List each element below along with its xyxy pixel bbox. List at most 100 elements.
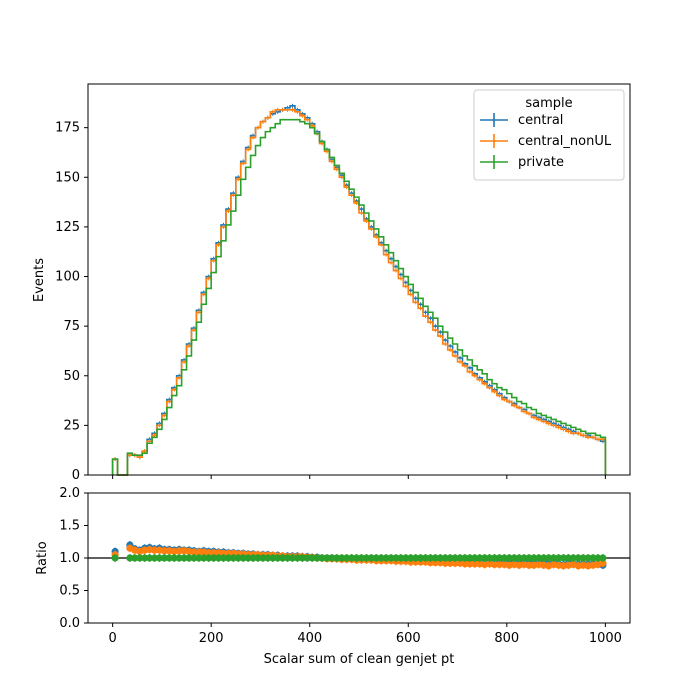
ratio-point [195, 554, 203, 562]
ratio-point [145, 554, 154, 562]
legend-label: central_nonUL [518, 134, 612, 149]
ratio-point [530, 554, 538, 562]
ratio-point [175, 547, 183, 555]
ratio-point [150, 554, 159, 562]
ratio-point [495, 560, 504, 569]
ratio-point [352, 554, 361, 562]
ratio-point [234, 554, 242, 562]
legend-entry-central_nonUL: central_nonUL [480, 134, 612, 149]
ratio-point [150, 546, 159, 554]
ratio-point [387, 554, 395, 562]
ratio-point [505, 554, 513, 562]
x-tick-label: 0 [108, 631, 116, 646]
ratio-point [254, 554, 262, 562]
ratio-point [407, 554, 415, 562]
ratio-point [338, 554, 346, 562]
ratio-point [490, 554, 499, 562]
ratio-point [520, 554, 528, 562]
ratio-point [175, 554, 183, 562]
ratio-point [461, 554, 469, 562]
ratio-point [279, 554, 287, 562]
main-y-tick-label: 50 [63, 369, 80, 384]
ratio-point [574, 554, 582, 562]
ratio-point [485, 554, 494, 562]
ratio-point [205, 549, 213, 557]
ratio-point [264, 554, 272, 562]
ratio-point [416, 554, 425, 562]
main-y-tick-label: 75 [63, 319, 80, 334]
ratio-point [229, 554, 237, 562]
x-tick-label: 200 [199, 631, 224, 646]
ratio-point [446, 554, 454, 562]
x-tick-label: 1000 [589, 631, 622, 646]
ratio-point [476, 554, 484, 562]
ratio-point [481, 554, 489, 562]
x-tick-label: 600 [396, 631, 421, 646]
ratio-point [274, 554, 282, 562]
x-tick-label: 400 [297, 631, 322, 646]
ratio-point [195, 548, 203, 556]
ratio-point [210, 554, 218, 562]
ratio-point [219, 554, 228, 562]
ratio-point [372, 554, 380, 562]
ratio-point [545, 554, 553, 562]
ratio-point [249, 554, 257, 562]
ratio-point [160, 547, 168, 555]
ratio-point [471, 554, 479, 562]
ratio-point [490, 560, 499, 569]
ratio-point [111, 554, 119, 562]
ratio-point [451, 559, 459, 567]
ratio-y-tick-label: 1.0 [59, 551, 80, 566]
ratio-point [328, 554, 336, 562]
ratio-point [584, 554, 592, 562]
ratio-point [170, 554, 178, 562]
ratio-point [283, 554, 292, 562]
ratio-point [244, 554, 252, 562]
ratio-point [357, 554, 366, 562]
ratio-point [313, 554, 321, 562]
ratio-point [431, 554, 439, 562]
ratio-point [589, 554, 597, 562]
ratio-point [559, 554, 568, 562]
legend-label: central [518, 113, 563, 128]
ratio-point [535, 554, 543, 562]
ratio-point [525, 561, 533, 569]
ratio-point [446, 559, 454, 567]
ratio-point [525, 554, 533, 562]
ratio-point [402, 554, 410, 562]
main-axes-frame [87, 83, 631, 476]
ratio-point [382, 554, 390, 562]
ratio-point [160, 554, 168, 562]
legend-entry-private: private [480, 155, 564, 170]
ratio-y-tick-label: 2.0 [59, 486, 80, 501]
x-axis-label: Scalar sum of clean genjet pt [264, 652, 455, 667]
ratio-point [426, 554, 435, 562]
ratio-y-tick-label: 0.0 [59, 616, 80, 631]
ratio-y-tick-label: 1.5 [59, 519, 80, 534]
ratio-point [421, 554, 430, 562]
ratio-point [451, 554, 459, 562]
ratio-point [190, 548, 198, 556]
ratio-point [515, 554, 523, 562]
ratio-point [185, 554, 193, 562]
ratio-point [550, 554, 558, 562]
ratio-point [131, 554, 139, 562]
ratio-point [456, 554, 464, 562]
main-y-tick-label: 25 [63, 418, 80, 433]
legend-label: private [518, 155, 564, 170]
ratio-point [500, 554, 508, 562]
ratio-point [190, 554, 198, 562]
ratio-point [377, 554, 385, 562]
ratio-point [461, 560, 469, 568]
ratio-point [323, 554, 331, 562]
ratio-point [367, 554, 375, 562]
ratio-point [343, 554, 351, 562]
ratio-axes-frame [87, 492, 631, 624]
main-y-axis-label: Events [32, 258, 47, 302]
ratio-point [441, 559, 449, 567]
ratio-series-private [111, 554, 607, 562]
ratio-point [210, 549, 218, 557]
ratio-point [564, 554, 573, 562]
ratio-point [224, 554, 233, 562]
